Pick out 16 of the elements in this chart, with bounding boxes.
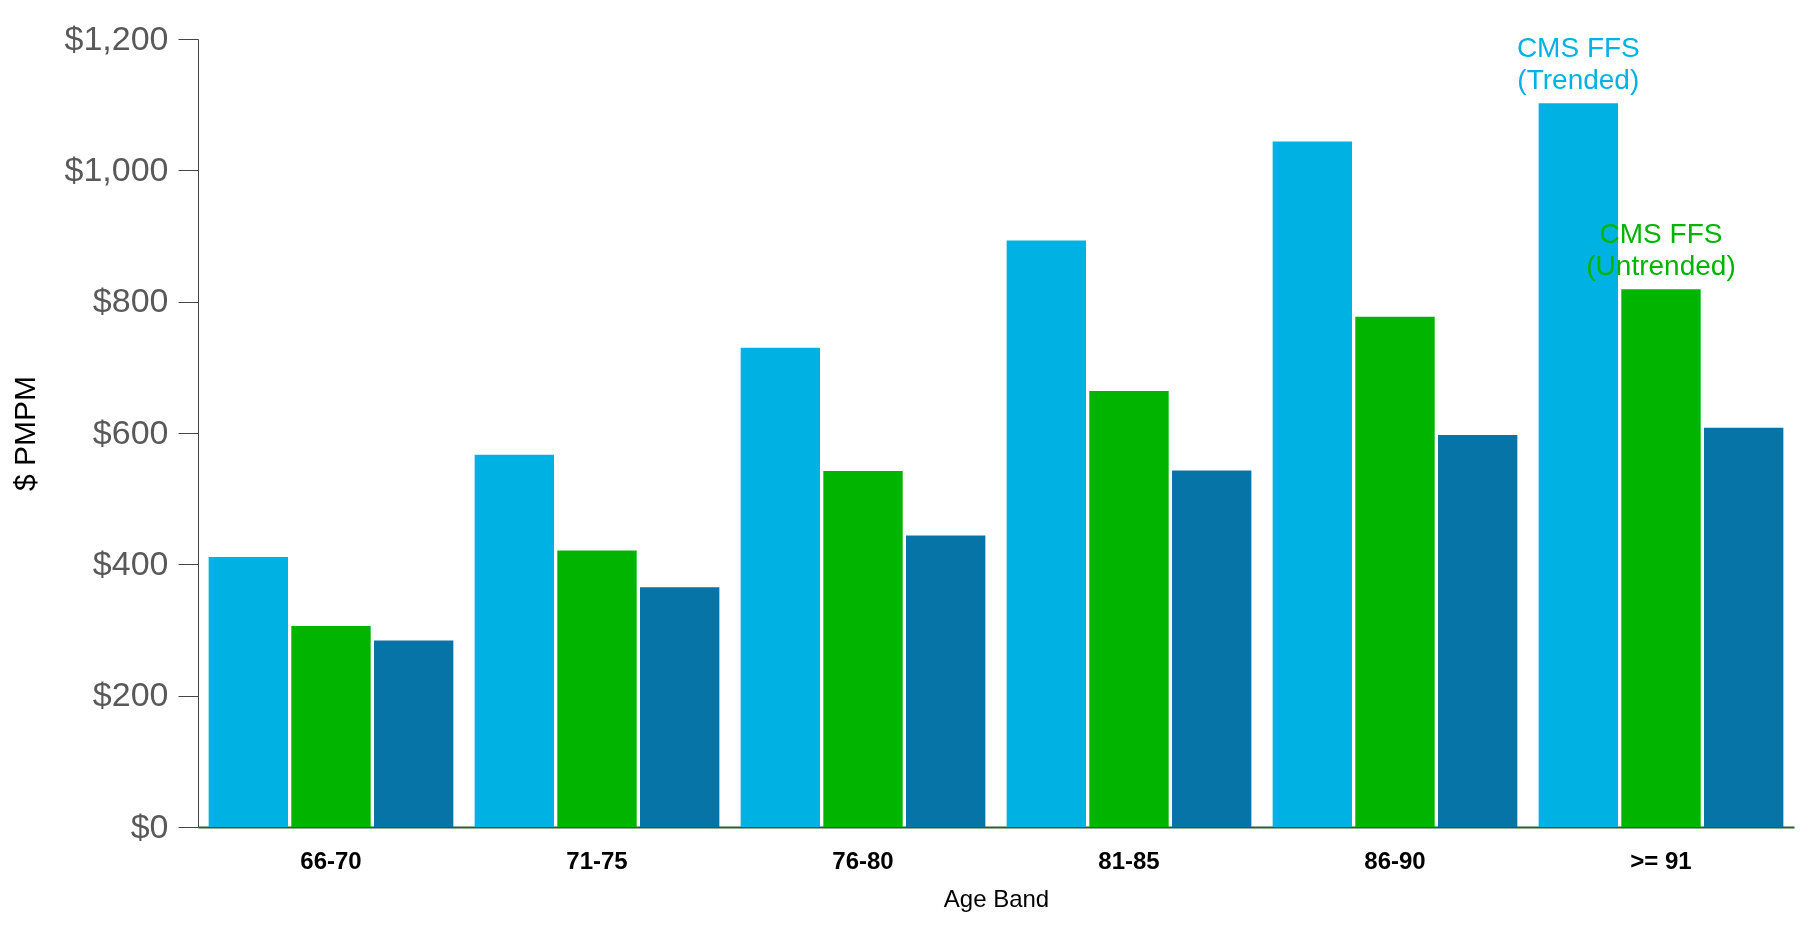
- x-tick-label: 81-85: [1098, 846, 1160, 874]
- y-tick-label: $200: [92, 675, 169, 714]
- x-tick-label: 71-75: [566, 846, 628, 874]
- y-tick-label: $1,200: [64, 18, 169, 57]
- y-tick-label: $0: [130, 806, 169, 845]
- text: CMS FFS (Trended): [1516, 32, 1640, 96]
- y-tick-label: $800: [92, 281, 169, 320]
- y-axis-title: $ PMPM: [7, 375, 41, 492]
- y-tick-label: $1,000: [64, 149, 169, 188]
- x-tick-label: 86-90: [1364, 846, 1426, 874]
- y-tick-label: $400: [92, 543, 169, 582]
- y-tick-label: $600: [92, 412, 169, 451]
- x-tick-label: 76-80: [832, 846, 894, 874]
- x-tick-label: 66-70: [300, 846, 362, 874]
- x-axis-title: Age Band: [943, 884, 1050, 912]
- x-tick-label: >= 91: [1630, 846, 1692, 874]
